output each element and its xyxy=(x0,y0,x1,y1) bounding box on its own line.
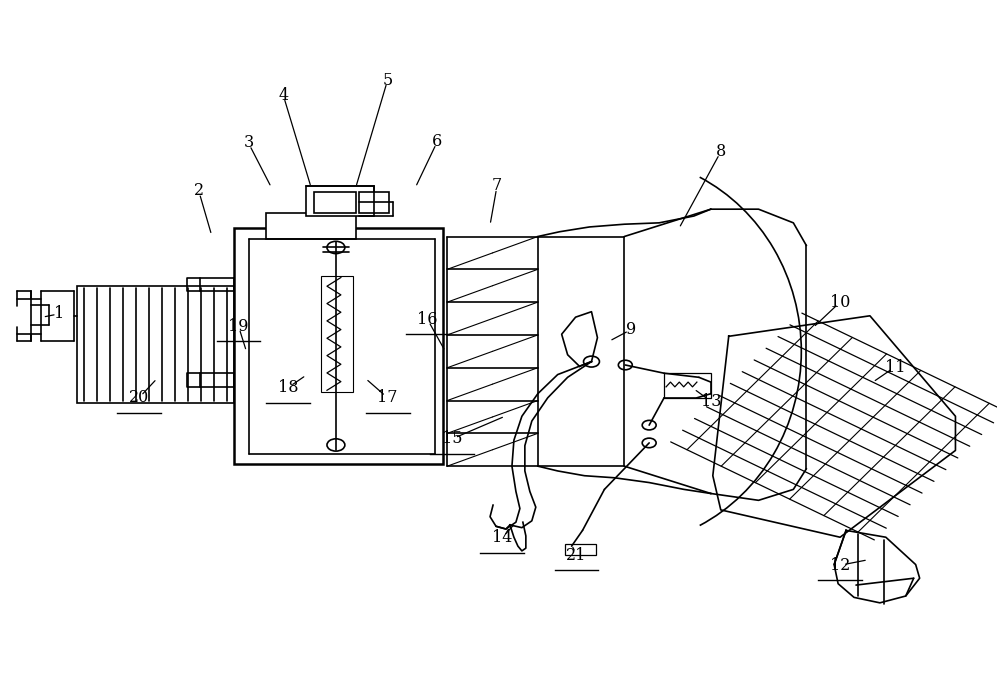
Text: 19: 19 xyxy=(228,318,249,335)
Bar xyxy=(359,192,389,213)
Bar xyxy=(77,287,234,402)
Bar xyxy=(565,544,596,555)
Text: 3: 3 xyxy=(243,134,254,152)
Bar xyxy=(321,276,353,392)
Text: 6: 6 xyxy=(432,133,442,150)
Text: 11: 11 xyxy=(885,358,905,376)
Text: 8: 8 xyxy=(716,143,726,161)
Text: 21: 21 xyxy=(566,546,587,564)
Text: 4: 4 xyxy=(278,87,288,103)
Text: 9: 9 xyxy=(626,321,636,338)
Text: 10: 10 xyxy=(830,294,850,311)
Text: 16: 16 xyxy=(417,311,438,328)
Text: 20: 20 xyxy=(129,389,149,407)
Text: 17: 17 xyxy=(377,389,398,407)
Text: 7: 7 xyxy=(492,178,502,194)
Text: 18: 18 xyxy=(278,379,298,396)
Text: 12: 12 xyxy=(830,557,850,574)
Text: 2: 2 xyxy=(194,182,204,199)
Text: 14: 14 xyxy=(492,529,512,546)
Bar xyxy=(306,186,374,216)
Text: 15: 15 xyxy=(442,431,463,447)
Bar xyxy=(266,213,356,238)
Text: 5: 5 xyxy=(383,72,393,88)
Bar xyxy=(314,192,356,213)
Text: 13: 13 xyxy=(701,393,721,410)
Text: 1: 1 xyxy=(54,305,65,322)
Bar xyxy=(664,373,711,398)
Bar xyxy=(234,228,443,464)
